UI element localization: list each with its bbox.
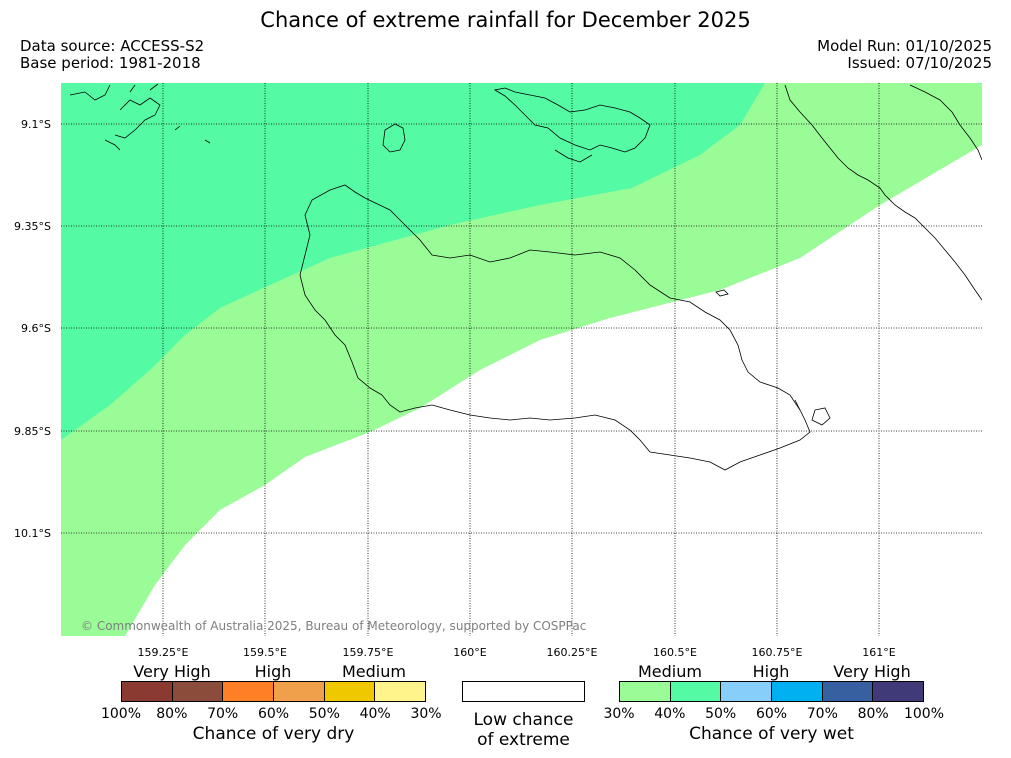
lon-label: 159.75°E	[343, 646, 394, 659]
colorbar-tick-label: 100%	[903, 706, 945, 722]
data-source: Data source: ACCESS-S2	[20, 37, 205, 55]
rainfall-map: 9.1°S9.35°S9.6°S9.85°S10.1°S 159.25°E 159…	[14, 83, 982, 659]
coast-florida-islands	[493, 87, 651, 163]
colorbar-tick-label: 50%	[308, 706, 340, 722]
colorbar-tick-label: 40%	[654, 706, 686, 722]
lon-label: 160.75°E	[752, 646, 803, 659]
lat-axis-labels: 9.1°S 9.35°S 9.6°S 9.85°S 10.1°S	[14, 118, 51, 540]
lat-label: 9.6°S	[21, 322, 51, 335]
colorbar-swatch	[122, 682, 173, 701]
colorbar-swatch	[274, 682, 325, 701]
wet-category-high: High	[752, 662, 790, 681]
colorbar-tick-label: 60%	[755, 706, 788, 722]
wet-category-medium: Medium	[638, 662, 702, 681]
wet-colorbar	[619, 681, 924, 702]
lat-label: 9.85°S	[14, 425, 51, 438]
lon-label: 159.25°E	[138, 646, 189, 659]
coast-guadalcanal	[299, 184, 811, 471]
dry-category-high: High	[254, 662, 292, 681]
colorbar-tick-label: 80%	[857, 706, 889, 722]
colorbar-swatch	[873, 682, 924, 701]
lat-label: 9.1°S	[21, 118, 51, 131]
colorbar-tick-label: 50%	[705, 706, 737, 722]
coast-islands-nw	[69, 83, 211, 151]
lon-label: 160.5°E	[653, 646, 697, 659]
dry-caption: Chance of very dry	[192, 724, 355, 744]
issued-date: Issued: 07/10/2025	[847, 54, 992, 72]
lon-axis-labels: 159.25°E 159.5°E 159.75°E 160°E 160.25°E 160.…	[138, 646, 896, 659]
neutral-swatch	[462, 681, 585, 702]
lon-label: 161°E	[862, 646, 895, 659]
copyright-notice: © Commonwealth of Australia 2025, Bureau…	[81, 619, 587, 633]
coast-small-islets	[715, 289, 831, 426]
zone-wet-40-50	[61, 83, 765, 440]
lon-label: 160°E	[453, 646, 486, 659]
colorbar-swatch	[772, 682, 823, 701]
colorbar-swatch	[172, 682, 224, 701]
model-run: Model Run: 01/10/2025	[817, 37, 992, 55]
colorbar-tick-label: 80%	[156, 706, 188, 722]
neutral-caption-line1: Low chance	[473, 710, 574, 730]
coastlines	[69, 83, 982, 471]
neutral-caption-line2: of extreme	[477, 730, 570, 750]
coast-malaita	[784, 84, 982, 301]
colorbar-swatch	[670, 682, 722, 701]
base-period: Base period: 1981-2018	[20, 54, 201, 72]
lon-label: 160.25°E	[547, 646, 598, 659]
lat-label: 10.1°S	[14, 527, 51, 540]
wet-caption: Chance of very wet	[689, 724, 854, 744]
colorbar-tick-label: 70%	[806, 706, 838, 722]
dry-colorbar	[121, 681, 426, 702]
colorbar-tick-label: 100%	[100, 706, 142, 722]
lon-label: 159.5°E	[243, 646, 287, 659]
colorbar-swatch	[324, 682, 376, 701]
map-title: Chance of extreme rainfall for December …	[260, 8, 751, 32]
colorbar-swatch	[721, 682, 773, 701]
colorbar-tick-label: 30%	[410, 706, 442, 722]
data-info: Data source: ACCESS-S2 Base period: 1981…	[20, 38, 204, 72]
colorbar-tick-label: 70%	[207, 706, 239, 722]
lat-label: 9.35°S	[14, 220, 51, 233]
dry-category-very-high: Very High	[133, 662, 211, 681]
dry-category-medium: Medium	[342, 662, 406, 681]
wet-category-very-high: Very High	[833, 662, 911, 681]
colorbar-tick-label: 40%	[359, 706, 391, 722]
colorbar-tick-label: 60%	[257, 706, 290, 722]
colorbar-swatch	[822, 682, 874, 701]
neutral-caption: Low chance of extreme	[455, 710, 592, 750]
gridlines	[61, 83, 982, 636]
run-info: Model Run: 01/10/2025 Issued: 07/10/2025	[817, 38, 992, 72]
colorbar-swatch	[223, 682, 275, 701]
colorbar-tick-label: 30%	[603, 706, 635, 722]
colorbar-swatch	[620, 682, 671, 701]
colorbar-swatch	[375, 682, 426, 701]
coast-island-small	[382, 123, 406, 153]
